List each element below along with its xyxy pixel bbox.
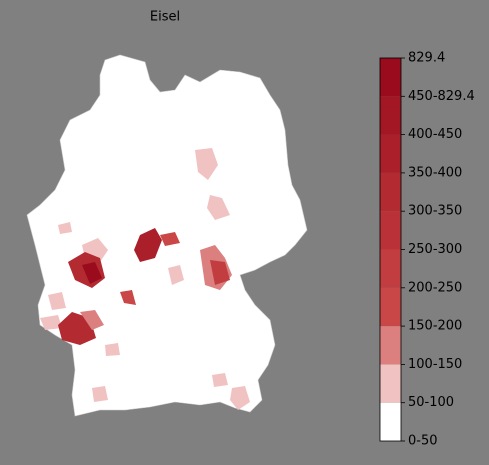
district: [160, 232, 180, 246]
germany-map: [26, 54, 308, 417]
colorbar-label: 300-350: [408, 204, 462, 219]
district: [168, 265, 184, 285]
colorbar: 0-50 50-100 100-150 150-200 200-250 250-300 30…: [379, 51, 475, 449]
colorbar-segment: [380, 172, 401, 212]
colorbar-segment: [380, 287, 401, 327]
district: [212, 373, 228, 387]
colorbar-segment: [380, 134, 401, 173]
colorbar-label: 0-50: [408, 434, 438, 449]
colorbar-segment: [380, 211, 401, 250]
district: [82, 262, 102, 284]
colorbar-label: 450-829.4: [408, 89, 475, 104]
colorbar-segment: [380, 364, 401, 403]
colorbar-label: 250-300: [408, 242, 462, 257]
district: [230, 386, 250, 410]
colorbar-label: 200-250: [408, 280, 462, 295]
district: [58, 222, 72, 234]
district: [195, 148, 218, 180]
district: [92, 386, 108, 402]
colorbar-segment: [380, 402, 401, 441]
map-title: Eisel: [150, 10, 180, 25]
colorbar-label: 350-400: [408, 165, 462, 180]
district: [40, 315, 62, 330]
colorbar-label: 400-450: [408, 127, 462, 142]
district: [120, 290, 136, 305]
district: [105, 343, 120, 356]
colorbar-label: 829.4: [408, 51, 445, 66]
colorbar-label: 100-150: [408, 357, 462, 372]
district: [207, 195, 230, 220]
colorbar-segment: [380, 96, 401, 135]
colorbar-segment: [380, 249, 401, 288]
colorbar-segment: [380, 58, 401, 97]
colorbar-label: 150-200: [408, 319, 462, 334]
colorbar-segment: [380, 326, 401, 365]
district: [210, 260, 230, 285]
colorbar-label: 50-100: [408, 395, 454, 410]
district: [134, 228, 162, 262]
district: [48, 292, 66, 310]
district: [80, 310, 104, 330]
